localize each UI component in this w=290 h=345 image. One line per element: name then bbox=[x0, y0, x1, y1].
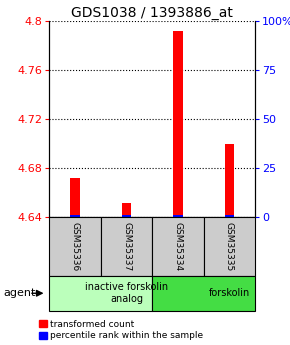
Bar bbox=[173, 215, 183, 217]
Text: agent: agent bbox=[3, 288, 35, 298]
Bar bbox=[101, 217, 152, 276]
Text: GSM35337: GSM35337 bbox=[122, 222, 131, 271]
Bar bbox=[173, 31, 183, 217]
Bar bbox=[225, 215, 234, 217]
Legend: transformed count, percentile rank within the sample: transformed count, percentile rank withi… bbox=[39, 320, 203, 341]
Title: GDS1038 / 1393886_at: GDS1038 / 1393886_at bbox=[71, 6, 233, 20]
Bar bbox=[70, 178, 80, 217]
Bar bbox=[70, 215, 80, 217]
Bar bbox=[152, 276, 255, 310]
Bar bbox=[225, 144, 234, 217]
Bar bbox=[122, 203, 131, 217]
Text: forskolin: forskolin bbox=[209, 288, 250, 298]
Text: GSM35335: GSM35335 bbox=[225, 222, 234, 271]
Bar bbox=[49, 217, 101, 276]
Text: GSM35336: GSM35336 bbox=[70, 222, 79, 271]
Bar bbox=[49, 276, 152, 310]
Bar bbox=[152, 217, 204, 276]
Text: GSM35334: GSM35334 bbox=[173, 222, 182, 271]
Bar bbox=[204, 217, 255, 276]
Text: inactive forskolin
analog: inactive forskolin analog bbox=[85, 283, 168, 304]
Bar bbox=[122, 215, 131, 217]
